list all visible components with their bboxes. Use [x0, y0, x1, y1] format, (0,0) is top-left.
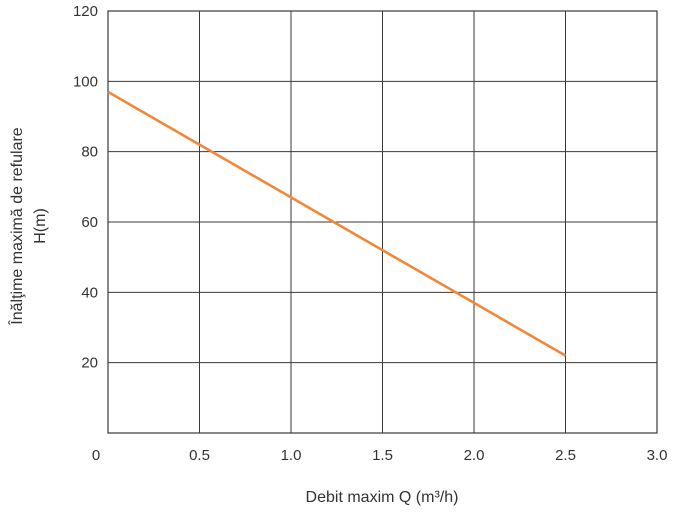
y-axis-ticks: 20 40 60 80 100 120	[73, 3, 98, 372]
x-tick-label: 2.5	[555, 447, 576, 464]
x-tick-label: 0.5	[189, 447, 210, 464]
plot-frame	[107, 10, 658, 434]
x-tick-label: 3.0	[647, 447, 668, 464]
y-axis-title-line-1: Înălţime maximă de refulare	[7, 127, 26, 326]
y-tick-label: 100	[73, 73, 98, 90]
y-tick-label: 40	[81, 284, 98, 301]
y-tick-label: 80	[81, 144, 98, 161]
x-axis-title: Debit maxim Q (m³/h)	[306, 489, 459, 506]
chart-grid	[108, 11, 657, 433]
series-line-0	[107, 90, 567, 357]
x-tick-label: 1.5	[372, 447, 393, 464]
x-tick-label: 2.0	[464, 447, 485, 464]
x-axis-ticks: 0 0.5 1.0 1.5 2.0 2.5 3.0	[92, 447, 668, 464]
y-tick-label: 120	[73, 3, 98, 20]
chart-series	[107, 90, 567, 357]
x-tick-label: 0	[92, 447, 100, 464]
y-tick-label: 60	[81, 214, 98, 231]
y-axis-title-line-2: H(m)	[32, 208, 49, 244]
x-tick-label: 1.0	[281, 447, 302, 464]
y-tick-label: 20	[81, 355, 98, 372]
